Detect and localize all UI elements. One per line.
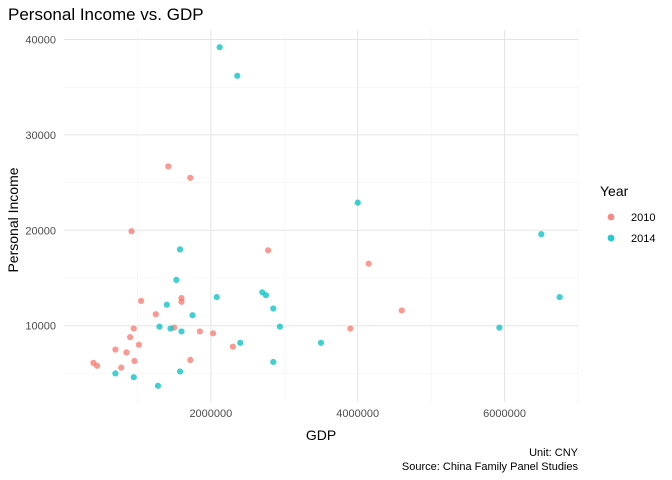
point-2014 <box>167 325 174 332</box>
point-2010 <box>135 341 142 348</box>
point-2010 <box>138 297 145 304</box>
point-2014 <box>130 374 137 381</box>
point-2010 <box>152 311 159 318</box>
point-2014 <box>270 305 277 312</box>
data-points <box>90 44 563 389</box>
point-2010 <box>118 364 125 371</box>
point-2010 <box>123 349 130 356</box>
point-2014 <box>112 370 119 377</box>
point-2014 <box>213 293 220 301</box>
point-2010 <box>187 174 194 181</box>
point-2010 <box>398 307 405 314</box>
grid-lines <box>64 30 579 402</box>
point-2010 <box>365 260 372 267</box>
point-2014 <box>270 358 277 366</box>
legend-key-2014 <box>607 234 615 242</box>
point-2014 <box>556 293 563 301</box>
y-tick-label: 10000 <box>25 321 56 333</box>
point-2014 <box>354 199 361 206</box>
chart-title: Personal Income vs. GDP <box>8 5 204 24</box>
point-2014 <box>163 301 170 308</box>
y-axis-ticks: 10000 20000 30000 40000 <box>25 35 56 333</box>
point-2010 <box>209 330 217 337</box>
y-tick-label: 20000 <box>25 225 56 237</box>
point-2014 <box>189 312 196 319</box>
x-tick-label: 4000000 <box>336 408 379 420</box>
point-2010 <box>130 325 137 332</box>
point-2014 <box>237 339 244 346</box>
point-2010 <box>187 356 194 364</box>
x-tick-label: 6000000 <box>483 408 526 420</box>
point-2014 <box>156 323 163 330</box>
point-2014 <box>154 382 162 389</box>
x-axis-ticks: 2000000 4000000 6000000 <box>189 408 526 420</box>
y-axis-title: Personal Income <box>5 167 21 272</box>
point-2010 <box>265 247 272 254</box>
legend-title: Year <box>600 183 629 199</box>
point-2014 <box>317 339 325 346</box>
point-2014 <box>176 246 184 253</box>
caption-unit: Unit: CNY <box>529 447 579 459</box>
y-tick-label: 30000 <box>25 130 56 142</box>
legend: Year 2010 2014 <box>600 183 655 245</box>
point-2014 <box>262 292 270 299</box>
point-2014 <box>173 276 180 284</box>
point-2010 <box>126 334 134 341</box>
caption-source: Source: China Family Panel Studies <box>402 461 579 473</box>
point-2010 <box>165 163 172 170</box>
point-2014 <box>276 323 283 330</box>
legend-label-2010: 2010 <box>631 212 655 224</box>
point-2010 <box>229 343 236 350</box>
point-2010 <box>112 346 119 353</box>
point-2010 <box>93 362 101 369</box>
point-2010 <box>178 298 185 305</box>
point-2010 <box>196 328 203 335</box>
point-2010 <box>347 325 354 332</box>
point-2010 <box>128 228 135 235</box>
point-2014 <box>178 328 185 335</box>
x-tick-label: 2000000 <box>189 408 232 420</box>
point-2010 <box>131 357 138 365</box>
point-2014 <box>538 231 545 238</box>
point-2014 <box>496 324 503 331</box>
point-2014 <box>176 368 184 375</box>
point-2014 <box>216 44 223 51</box>
legend-label-2014: 2014 <box>631 233 655 245</box>
legend-key-2010 <box>607 213 615 221</box>
point-2014 <box>234 72 241 79</box>
y-tick-label: 40000 <box>25 35 56 47</box>
x-axis-title: GDP <box>306 427 336 443</box>
